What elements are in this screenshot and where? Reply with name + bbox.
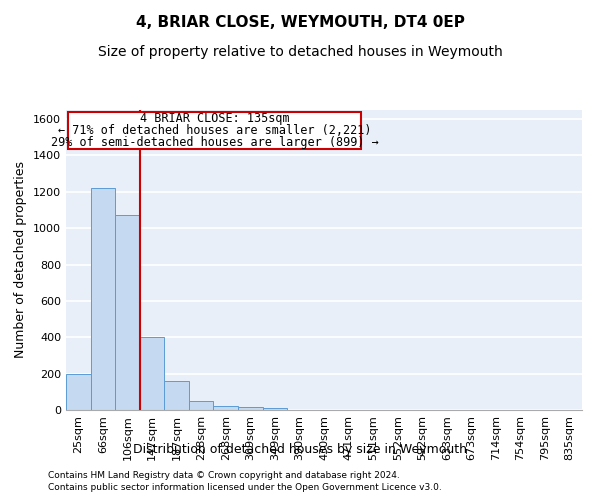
Bar <box>91 188 115 410</box>
Text: ← 71% of detached houses are smaller (2,221): ← 71% of detached houses are smaller (2,… <box>58 124 371 137</box>
Text: 4 BRIAR CLOSE: 135sqm: 4 BRIAR CLOSE: 135sqm <box>140 112 289 125</box>
Bar <box>164 381 189 410</box>
Text: Size of property relative to detached houses in Weymouth: Size of property relative to detached ho… <box>98 45 502 59</box>
Bar <box>115 216 140 410</box>
Text: 29% of semi-detached houses are larger (899) →: 29% of semi-detached houses are larger (… <box>51 136 379 149</box>
Bar <box>214 406 238 410</box>
Bar <box>189 401 214 410</box>
Bar <box>66 374 91 410</box>
FancyBboxPatch shape <box>68 112 361 149</box>
Text: Distribution of detached houses by size in Weymouth: Distribution of detached houses by size … <box>133 442 467 456</box>
Bar <box>238 408 263 410</box>
Text: Contains public sector information licensed under the Open Government Licence v3: Contains public sector information licen… <box>48 484 442 492</box>
Bar <box>140 338 164 410</box>
Bar <box>263 408 287 410</box>
Y-axis label: Number of detached properties: Number of detached properties <box>14 162 28 358</box>
Text: 4, BRIAR CLOSE, WEYMOUTH, DT4 0EP: 4, BRIAR CLOSE, WEYMOUTH, DT4 0EP <box>136 15 464 30</box>
Text: Contains HM Land Registry data © Crown copyright and database right 2024.: Contains HM Land Registry data © Crown c… <box>48 471 400 480</box>
